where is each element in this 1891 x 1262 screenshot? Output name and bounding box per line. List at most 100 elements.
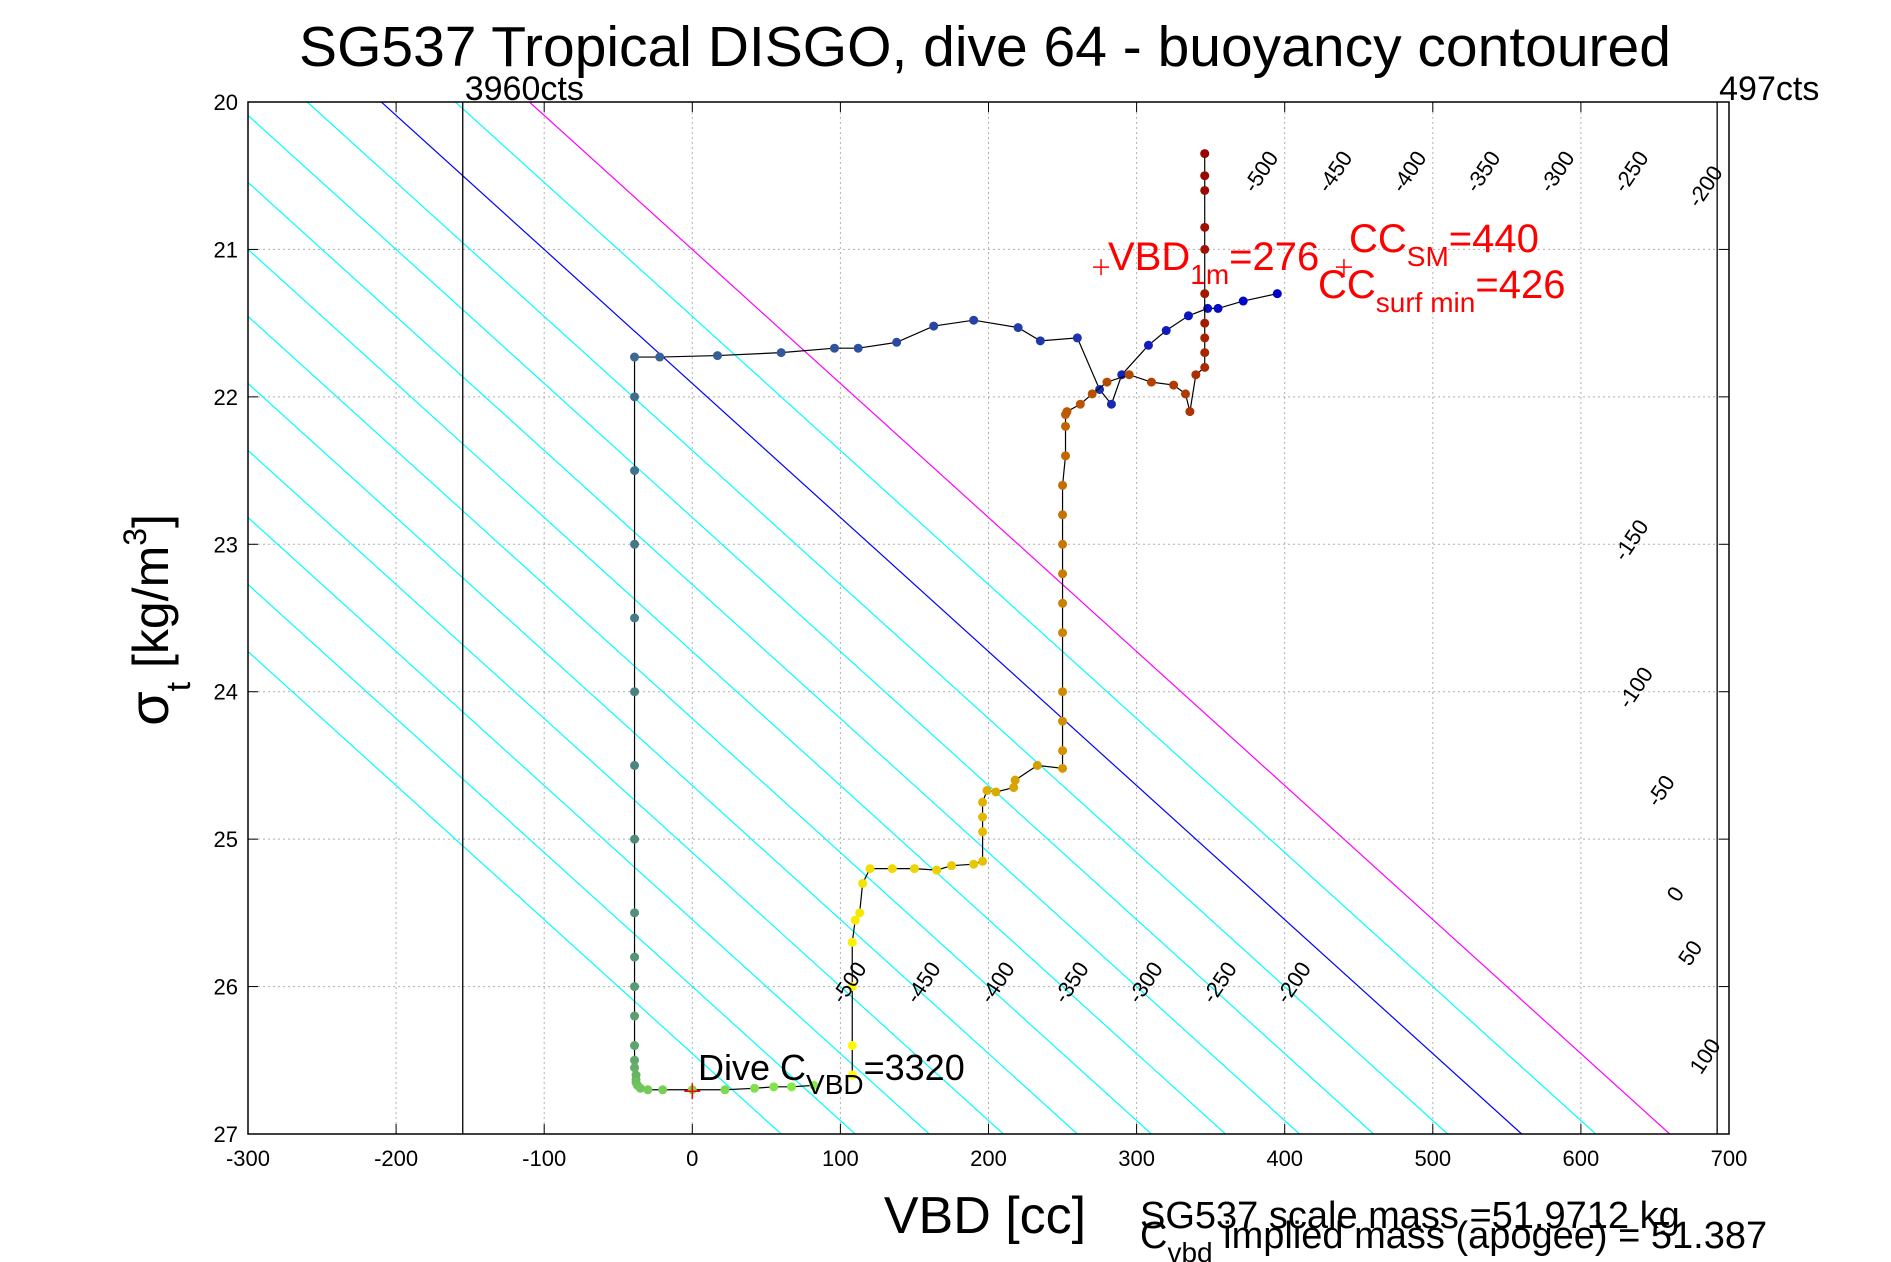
marker-cross xyxy=(1335,259,1352,276)
data-point xyxy=(630,982,640,992)
data-point xyxy=(1058,539,1068,549)
data-point xyxy=(655,352,665,362)
contour-line xyxy=(248,449,1004,1134)
y-tick-label: 22 xyxy=(214,385,238,410)
data-point xyxy=(1087,389,1097,399)
cc-sm-annotation: CCSM=440 xyxy=(1349,217,1539,272)
data-point xyxy=(1106,399,1116,409)
data-point xyxy=(630,352,640,362)
implied-mass-annotation: Cvbd implied mass (apogee) = 51.387 xyxy=(1140,1215,1767,1262)
data-point xyxy=(946,861,956,871)
contour-line xyxy=(248,516,930,1134)
data-point xyxy=(1200,348,1210,358)
data-point xyxy=(1058,569,1068,579)
data-point xyxy=(978,856,988,866)
data-point xyxy=(1200,171,1210,181)
data-point xyxy=(630,1011,640,1021)
data-point xyxy=(1143,340,1153,350)
data-point xyxy=(776,348,786,358)
limit-line-label: 497cts xyxy=(1719,70,1819,108)
data-point xyxy=(1200,362,1210,372)
data-point xyxy=(1009,783,1019,793)
x-tick-label: 400 xyxy=(1266,1146,1303,1171)
data-point xyxy=(630,1041,640,1051)
data-point xyxy=(630,760,640,770)
data-point xyxy=(1058,480,1068,490)
contour-line xyxy=(248,114,1374,1134)
data-point xyxy=(1058,598,1068,608)
y-tick-label: 24 xyxy=(214,680,238,705)
reference-markers xyxy=(684,259,1352,1100)
data-point xyxy=(787,1082,797,1092)
data-point xyxy=(991,787,1001,797)
data-point xyxy=(1200,149,1210,159)
y-tick-label: 21 xyxy=(214,237,238,262)
data-point xyxy=(1062,407,1072,417)
data-point xyxy=(892,337,902,347)
data-point xyxy=(1058,687,1068,697)
marker-cross xyxy=(1093,259,1110,276)
x-tick-label: -300 xyxy=(226,1146,270,1171)
contour-line xyxy=(454,102,1597,1134)
data-point xyxy=(978,812,988,822)
data-point xyxy=(847,1041,857,1051)
data-point xyxy=(643,1085,653,1095)
x-tick-label: 0 xyxy=(686,1146,698,1171)
data-point xyxy=(1010,775,1020,785)
x-tick-label: 200 xyxy=(970,1146,1007,1171)
data-point xyxy=(712,351,722,361)
data-point xyxy=(630,392,640,402)
chart-title: SG537 Tropical DISGO, dive 64 - buoyancy… xyxy=(299,15,1671,79)
data-point xyxy=(847,937,857,947)
data-point xyxy=(630,834,640,844)
data-point xyxy=(909,864,919,874)
x-tick-label: -200 xyxy=(374,1146,418,1171)
data-point xyxy=(1013,323,1023,333)
data-point xyxy=(630,687,640,697)
dive-cvbd-annotation: Dive CVBD=3320 xyxy=(698,1047,965,1100)
axis-ticks: -300 -200 -100 0 100 200 300 400 500 600 700 20 21 22… xyxy=(214,90,1748,1171)
data-point xyxy=(1200,222,1210,232)
svg-text:σt [kg/m3]: σt [kg/m3] xyxy=(117,514,198,726)
data-point xyxy=(1061,421,1071,431)
data-point xyxy=(1272,289,1282,299)
data-point xyxy=(1058,716,1068,726)
data-point xyxy=(1191,370,1201,380)
data-point xyxy=(1200,318,1210,328)
vbd-1m-annotation: VBD1m=276 xyxy=(1108,235,1319,290)
data-point xyxy=(630,539,640,549)
data-series xyxy=(630,149,1282,1095)
data-point xyxy=(750,1083,760,1093)
data-point xyxy=(1095,384,1105,394)
contour-line xyxy=(306,102,1449,1134)
x-tick-label: 600 xyxy=(1563,1146,1600,1171)
data-point xyxy=(1058,628,1068,638)
contour-line xyxy=(380,102,1523,1134)
data-point xyxy=(635,1083,645,1093)
data-point xyxy=(809,1080,819,1090)
buoyancy-contours xyxy=(248,102,1671,1134)
data-point xyxy=(1213,303,1223,313)
data-point xyxy=(932,865,942,875)
y-tick-label: 27 xyxy=(214,1122,238,1147)
x-tick-label: 100 xyxy=(822,1146,859,1171)
data-point xyxy=(720,1085,730,1095)
data-point xyxy=(853,343,863,353)
data-point xyxy=(769,1082,779,1092)
data-point xyxy=(978,827,988,837)
data-point xyxy=(1124,370,1134,380)
y-axis-label: σt [kg/m3] xyxy=(117,514,198,726)
data-point xyxy=(1075,399,1085,409)
data-point xyxy=(1200,244,1210,254)
data-point xyxy=(1203,303,1213,313)
data-point xyxy=(847,1070,857,1080)
contour-line xyxy=(248,382,1078,1134)
data-point xyxy=(630,613,640,623)
data-point xyxy=(978,797,988,807)
data-point xyxy=(1161,326,1171,336)
contour-line xyxy=(248,583,856,1134)
data-point xyxy=(969,315,979,325)
data-point xyxy=(850,915,860,925)
scale-mass-annotation: SG537 scale mass =51.9712 kg xyxy=(1140,1195,1680,1237)
